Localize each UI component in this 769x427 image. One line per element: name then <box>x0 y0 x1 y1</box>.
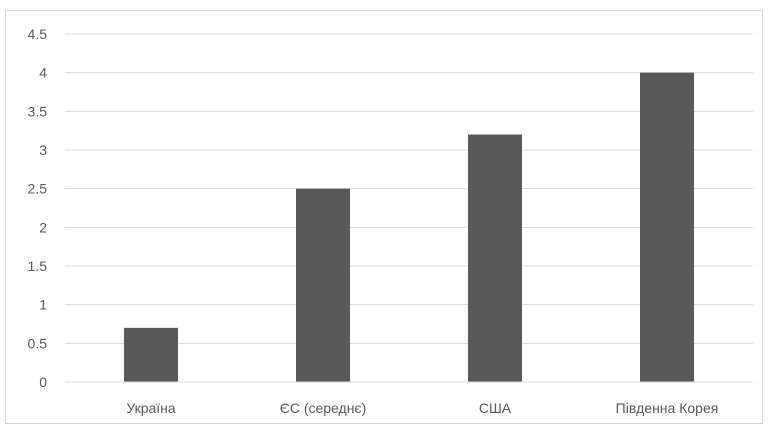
y-tick-label: 2 <box>39 219 47 235</box>
y-tick-label: 0.5 <box>28 335 48 351</box>
y-tick-label: 1.5 <box>28 258 48 274</box>
bar <box>296 188 350 382</box>
y-axis-ticks: 0 0.5 1 1.5 2 2.5 3 3.5 4 4.5 <box>28 26 48 390</box>
x-category-label: США <box>479 400 512 416</box>
x-category-label: ЄС (середнє) <box>280 400 366 416</box>
x-axis-labels: Україна ЄС (середнє) США Південна Корея <box>126 400 718 416</box>
y-tick-label: 1 <box>39 297 47 313</box>
y-tick-label: 0 <box>39 374 47 390</box>
y-tick-label: 2.5 <box>28 181 48 197</box>
x-category-label: Україна <box>126 400 176 416</box>
bars <box>124 72 694 383</box>
gridlines <box>65 33 753 344</box>
x-category-label: Південна Корея <box>616 400 719 416</box>
bar <box>468 134 522 382</box>
y-tick-label: 4.5 <box>28 26 48 42</box>
y-tick-label: 4 <box>39 65 47 81</box>
bar <box>124 327 178 382</box>
y-tick-label: 3 <box>39 142 47 158</box>
y-tick-label: 3.5 <box>28 103 48 119</box>
bar <box>640 72 694 383</box>
